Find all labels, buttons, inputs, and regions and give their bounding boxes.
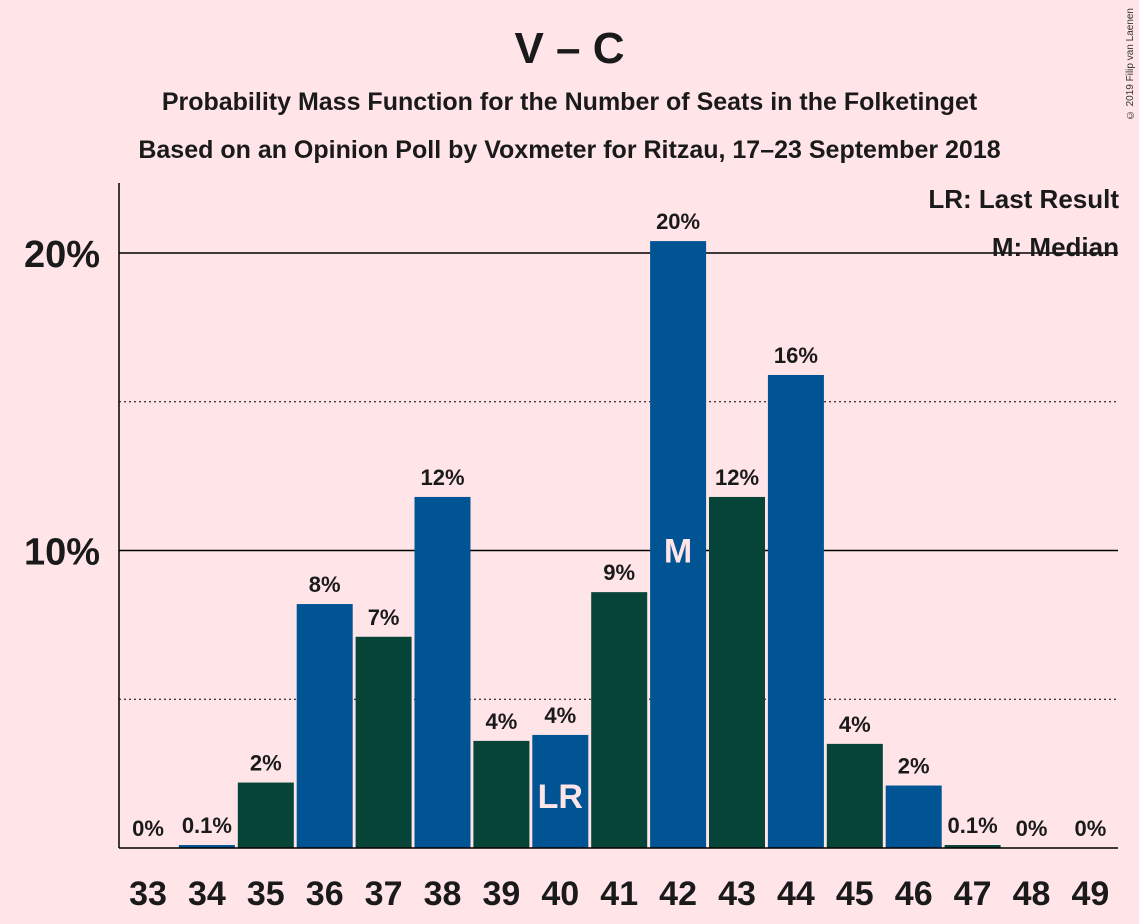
chart-subtitle: Probability Mass Function for the Number… xyxy=(161,88,978,116)
x-tick-label-34: 34 xyxy=(188,875,226,913)
bar-40 xyxy=(532,734,589,848)
chart-subtitle-source: Based on an Opinion Poll by Voxmeter for… xyxy=(138,136,1001,164)
data-label-38: 12% xyxy=(420,465,464,490)
bar-34 xyxy=(178,845,235,848)
data-label-44: 16% xyxy=(774,343,818,368)
data-label-35: 2% xyxy=(250,751,282,776)
bar-44 xyxy=(767,374,824,848)
bar-35 xyxy=(237,782,294,848)
data-label-37: 7% xyxy=(368,605,400,630)
x-tick-label-41: 41 xyxy=(600,875,638,913)
data-label-46: 2% xyxy=(898,754,930,779)
x-tick-label-49: 49 xyxy=(1071,875,1109,913)
bar-36 xyxy=(296,604,353,848)
data-label-34: 0.1% xyxy=(182,813,232,838)
y-tick-label: 10% xyxy=(24,532,100,574)
x-tick-label-40: 40 xyxy=(541,875,579,913)
data-label-48: 0% xyxy=(1016,816,1048,841)
y-tick-label: 20% xyxy=(24,234,100,276)
bar-39 xyxy=(473,740,530,848)
data-label-39: 4% xyxy=(486,709,518,734)
x-tick-label-43: 43 xyxy=(718,875,756,913)
x-tick-label-35: 35 xyxy=(247,875,285,913)
last-result-marker: LR xyxy=(538,778,583,816)
chart-title: V – C xyxy=(514,24,625,73)
data-label-49: 0% xyxy=(1075,816,1107,841)
x-tick-label-33: 33 xyxy=(129,875,167,913)
median-marker: M xyxy=(664,533,692,571)
bar-45 xyxy=(826,743,883,848)
data-label-45: 4% xyxy=(839,712,871,737)
data-label-36: 8% xyxy=(309,572,341,597)
bar-38 xyxy=(414,496,471,848)
data-label-43: 12% xyxy=(715,465,759,490)
x-tick-label-44: 44 xyxy=(777,875,815,913)
bar-47 xyxy=(944,845,1001,848)
x-tick-label-48: 48 xyxy=(1013,875,1051,913)
data-label-40: 4% xyxy=(544,703,576,728)
bar-46 xyxy=(885,785,942,848)
bar-37 xyxy=(355,636,412,848)
bar-42 xyxy=(650,241,707,849)
x-tick-label-39: 39 xyxy=(482,875,520,913)
data-label-33: 0% xyxy=(132,816,164,841)
data-label-42: 20% xyxy=(656,209,700,234)
data-label-41: 9% xyxy=(603,560,635,585)
data-label-47: 0.1% xyxy=(948,813,998,838)
x-tick-label-38: 38 xyxy=(424,875,462,913)
x-tick-label-46: 46 xyxy=(895,875,933,913)
legend-median: M: Median xyxy=(991,232,1119,262)
bar-41 xyxy=(591,592,648,848)
x-tick-label-45: 45 xyxy=(836,875,874,913)
legend-last-result: LR: Last Result xyxy=(928,184,1119,214)
x-tick-label-37: 37 xyxy=(365,875,403,913)
bar-43 xyxy=(709,496,765,848)
x-tick-label-47: 47 xyxy=(954,875,992,913)
x-tick-label-36: 36 xyxy=(306,875,344,913)
x-tick-label-42: 42 xyxy=(659,875,697,913)
